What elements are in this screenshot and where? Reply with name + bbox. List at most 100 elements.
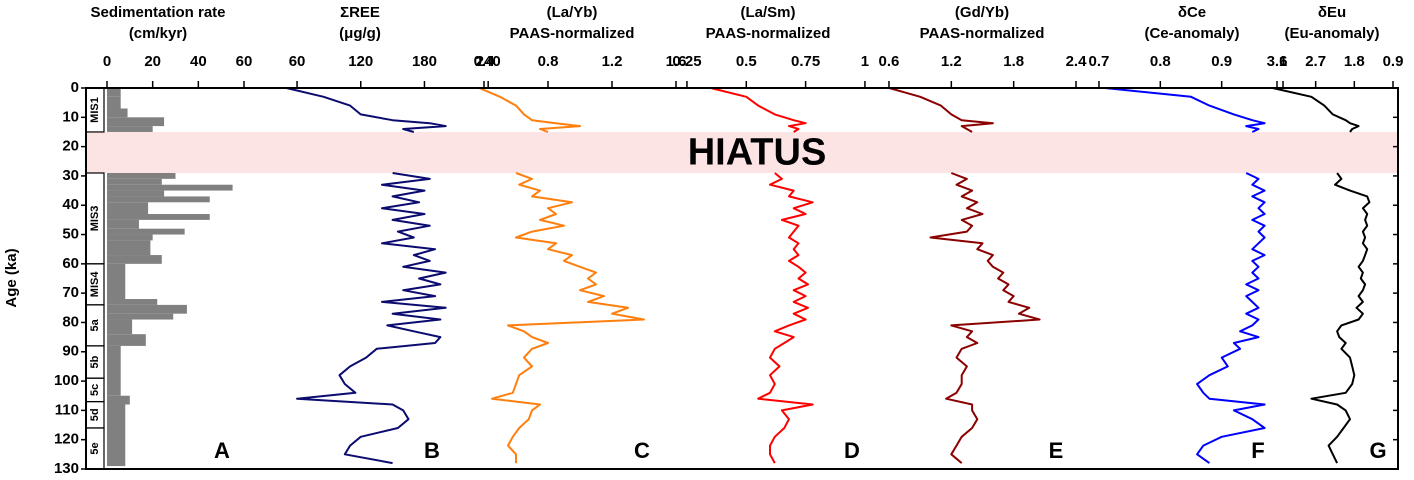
panel-title: PAAS-normalized xyxy=(706,25,831,42)
bar xyxy=(107,255,162,264)
y-tick-label: 40 xyxy=(62,196,79,213)
bar xyxy=(107,184,233,191)
x-tick-label: 40 xyxy=(190,53,207,70)
panel-letter: E xyxy=(1049,438,1064,463)
bar xyxy=(107,96,121,109)
stage-label: MIS1 xyxy=(89,97,101,123)
y-tick-label: 30 xyxy=(62,167,79,184)
panel-letter: G xyxy=(1369,438,1386,463)
bar xyxy=(107,304,187,314)
stage-label: MIS4 xyxy=(89,271,101,298)
y-tick-label: 70 xyxy=(62,284,79,301)
bar xyxy=(107,178,162,185)
x-tick-label: 0.8 xyxy=(1150,53,1171,70)
bar xyxy=(107,126,153,132)
plot-frame xyxy=(85,87,1399,470)
stage-label: 5a xyxy=(89,318,101,331)
stage-label: 5d xyxy=(89,408,101,421)
panel-title: (cm/kyr) xyxy=(129,25,187,42)
panel-title: (μg/g) xyxy=(339,25,381,42)
x-tick-label: 0.8 xyxy=(538,53,559,70)
x-tick-label: 0.6 xyxy=(879,53,900,70)
panel-title: (La/Sm) xyxy=(740,4,795,21)
y-axis-label: Age (ka) xyxy=(3,248,20,307)
data-line xyxy=(478,87,645,464)
panel-letter: F xyxy=(1251,438,1264,463)
stage-label: 5e xyxy=(89,442,101,454)
x-tick-label: 60 xyxy=(289,53,306,70)
hiatus-band xyxy=(86,131,1398,173)
panel-title: (La/Yb) xyxy=(547,4,598,21)
x-tick-label: 0.25 xyxy=(672,53,701,70)
bar xyxy=(107,263,126,300)
stage-label: 5b xyxy=(89,355,101,368)
panel-letter: B xyxy=(424,438,440,463)
panel-letter: A xyxy=(214,438,230,463)
x-tick-label: 240 xyxy=(476,53,501,70)
x-tick-label: 0.4 xyxy=(474,53,496,70)
bar xyxy=(107,190,165,197)
x-tick-label: 1.8 xyxy=(1344,53,1365,70)
bar xyxy=(107,334,146,346)
data-line xyxy=(710,87,814,464)
panel-title: PAAS-normalized xyxy=(510,25,635,42)
x-tick-label: 1.8 xyxy=(1003,53,1024,70)
panel-title: (Eu-anomaly) xyxy=(1284,25,1379,42)
y-tick-label: 80 xyxy=(62,313,79,330)
data-line xyxy=(1104,87,1266,464)
bar xyxy=(107,214,210,220)
bar xyxy=(107,234,153,241)
bar xyxy=(107,395,130,405)
x-tick-label: 20 xyxy=(144,53,161,70)
bar xyxy=(107,345,121,396)
x-tick-label: 1 xyxy=(861,53,869,70)
panel-title: δCe xyxy=(1178,4,1206,21)
panel-title: (Gd/Yb) xyxy=(955,4,1009,21)
panel-title: Sedimentation rate xyxy=(90,4,225,21)
data-line xyxy=(888,87,1041,464)
x-tick-label: 120 xyxy=(348,53,373,70)
x-tick-label: 0.5 xyxy=(736,53,757,70)
x-tick-label: 1.6 xyxy=(666,53,687,70)
panel-title: ΣREE xyxy=(340,4,380,21)
x-tick-label: 1 xyxy=(1279,53,1287,70)
bar xyxy=(107,117,165,127)
panel-title: δEu xyxy=(1318,4,1346,21)
x-tick-label: 180 xyxy=(412,53,437,70)
y-tick-label: 20 xyxy=(62,138,79,155)
bar xyxy=(107,299,158,305)
stage-label: MIS3 xyxy=(89,206,101,232)
bar xyxy=(107,313,174,320)
y-tick-label: 90 xyxy=(62,343,79,360)
bar xyxy=(107,404,126,467)
x-tick-label: 60 xyxy=(236,53,253,70)
y-tick-label: 120 xyxy=(54,431,79,448)
x-tick-label: 0.75 xyxy=(791,53,820,70)
x-tick-label: 0.7 xyxy=(1089,53,1110,70)
x-tick-label: 2.7 xyxy=(1305,53,1326,70)
y-tick-label: 100 xyxy=(54,372,79,389)
x-tick-label: 0 xyxy=(103,53,111,70)
hiatus-label: HIATUS xyxy=(688,132,827,174)
bar xyxy=(107,240,151,256)
panel-letter: D xyxy=(844,438,860,463)
y-tick-label: 60 xyxy=(62,255,79,272)
x-tick-label: 1.2 xyxy=(602,53,623,70)
bar xyxy=(107,319,133,335)
bar xyxy=(107,228,185,235)
bar xyxy=(107,108,128,118)
x-tick-label: 1.2 xyxy=(941,53,962,70)
y-tick-label: 50 xyxy=(62,226,79,243)
panel-letter: C xyxy=(634,438,650,463)
stage-label: 5c xyxy=(89,384,101,396)
bar xyxy=(107,202,149,215)
bar xyxy=(107,88,121,97)
data-line xyxy=(1272,87,1371,464)
bar xyxy=(107,172,176,179)
y-tick-label: 0 xyxy=(71,79,79,96)
y-tick-label: 130 xyxy=(54,460,79,477)
y-tick-label: 10 xyxy=(62,108,79,125)
x-tick-label: 0.9 xyxy=(1211,53,1232,70)
